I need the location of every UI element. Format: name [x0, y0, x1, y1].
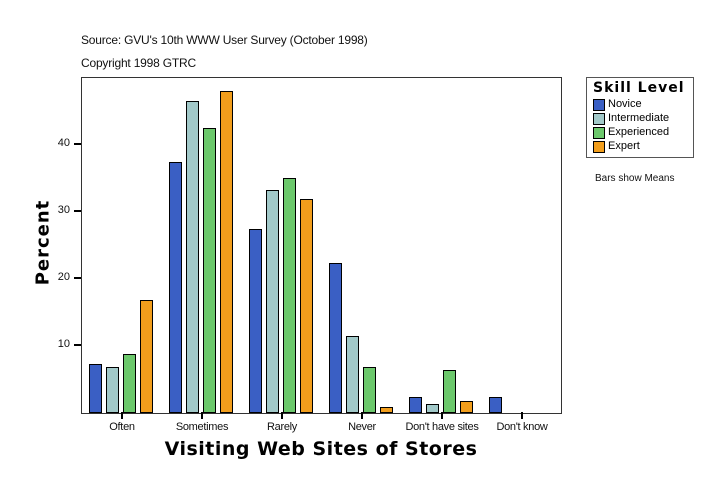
bar-expert [140, 300, 153, 413]
x-tick-label: Don't know [496, 421, 548, 433]
x-tick-label: Often [109, 421, 135, 433]
means-note: Bars show Means [595, 173, 675, 184]
source-caption: Source: GVU's 10th WWW User Survey (Octo… [81, 33, 368, 47]
bar-experienced [283, 178, 296, 413]
bar-intermediate [266, 190, 279, 413]
y-tick [74, 210, 81, 212]
x-tick-label: Rarely [267, 421, 297, 433]
legend-label: Experienced [608, 126, 670, 138]
bar-novice [409, 397, 422, 413]
plot-area [81, 77, 562, 414]
bar-novice [249, 229, 262, 413]
y-tick [74, 344, 81, 346]
x-tick [121, 412, 123, 419]
bar-intermediate [186, 101, 199, 413]
x-tick [441, 412, 443, 419]
bar-novice [489, 397, 502, 413]
x-tick-label: Sometimes [175, 421, 229, 433]
legend-label: Expert [608, 140, 640, 152]
legend-label: Novice [608, 98, 642, 110]
x-axis-title: Visiting Web Sites of Stores [164, 438, 478, 460]
bar-novice [89, 364, 102, 413]
y-tick-label: 40 [57, 137, 70, 149]
x-tick [521, 412, 523, 419]
x-tick-label: Don't have sites [405, 421, 479, 433]
x-tick [201, 412, 203, 419]
legend-title: Skill Level [593, 80, 685, 96]
x-tick-label: Never [348, 421, 376, 433]
y-tick-label: 20 [57, 271, 70, 283]
y-tick-label: 10 [57, 338, 70, 350]
bar-novice [169, 162, 182, 413]
copyright-caption: Copyright 1998 GTRC [81, 56, 196, 70]
y-tick [74, 143, 81, 145]
bar-experienced [363, 367, 376, 413]
bar-intermediate [106, 367, 119, 413]
x-tick [281, 412, 283, 419]
bar-intermediate [346, 336, 359, 413]
bar-experienced [123, 354, 136, 413]
bar-expert [220, 91, 233, 413]
y-axis-title: Percent [32, 199, 54, 286]
bar-expert [300, 199, 313, 413]
legend-swatch [593, 127, 605, 139]
y-tick [74, 277, 81, 279]
bar-novice [329, 263, 342, 413]
legend-swatch [593, 113, 605, 125]
legend-swatch [593, 141, 605, 153]
bar-expert [460, 401, 473, 413]
bar-experienced [203, 128, 216, 413]
x-tick [361, 412, 363, 419]
legend: Skill Level Novice Intermediate Experien… [586, 77, 694, 158]
legend-label: Intermediate [608, 112, 670, 124]
bar-expert [380, 407, 393, 413]
y-tick-label: 30 [57, 204, 70, 216]
bar-intermediate [426, 404, 439, 413]
bar-experienced [443, 370, 456, 413]
legend-swatch [593, 99, 605, 111]
